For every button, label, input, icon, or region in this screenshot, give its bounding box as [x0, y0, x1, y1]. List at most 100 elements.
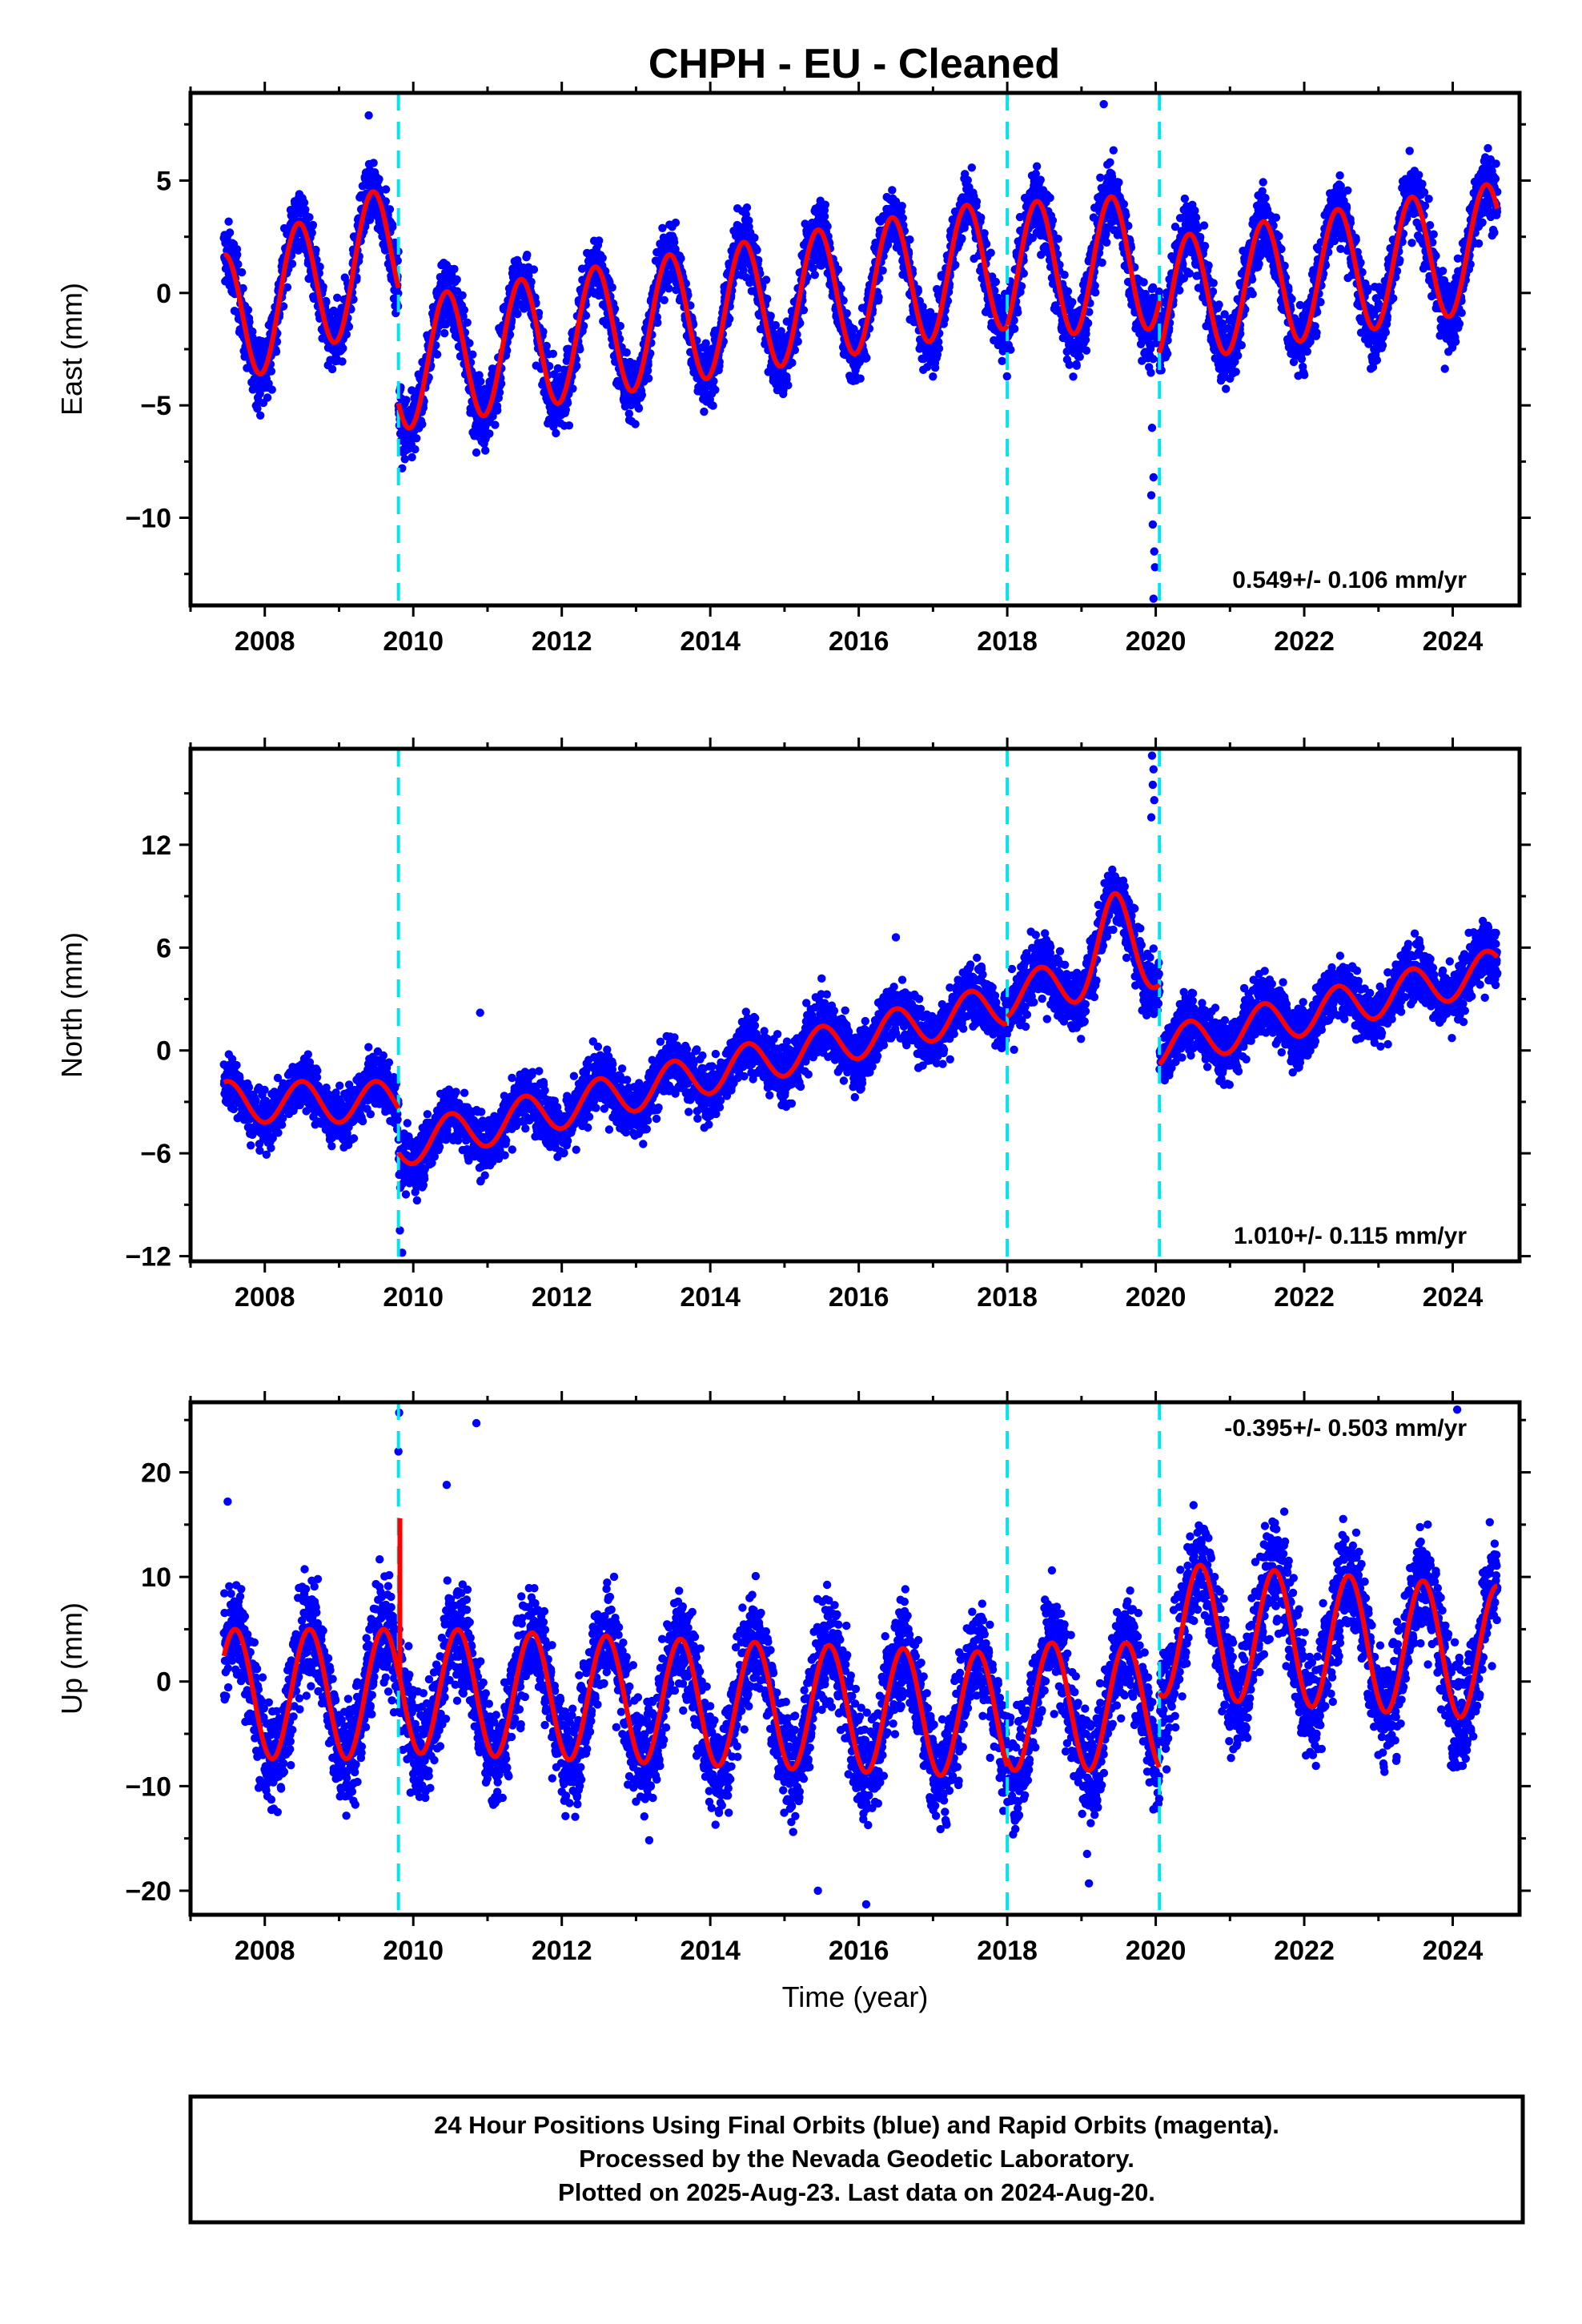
data-point [1191, 213, 1201, 222]
data-point [1090, 281, 1099, 290]
data-point [810, 271, 819, 279]
data-point [742, 203, 752, 212]
data-point [476, 377, 485, 386]
data-point [237, 267, 247, 277]
data-point [245, 318, 254, 327]
data-point [739, 266, 748, 275]
data-point [527, 277, 536, 287]
data-point [1259, 178, 1267, 187]
data-point [545, 362, 554, 371]
data-point [394, 289, 403, 298]
data-point [1185, 269, 1195, 278]
data-point [542, 341, 551, 351]
data-point [771, 320, 780, 330]
data-point [253, 404, 262, 413]
data-point [1162, 349, 1172, 358]
data-point [977, 213, 986, 222]
data-point [311, 245, 320, 255]
data-point [1091, 288, 1100, 297]
data-point [598, 254, 607, 263]
data-point [1102, 238, 1111, 247]
data-point [1122, 211, 1130, 220]
data-point [444, 278, 453, 287]
data-point [1149, 355, 1158, 364]
data-point [761, 275, 771, 284]
data-point [1146, 368, 1155, 377]
data-point [1075, 352, 1084, 361]
data-point [322, 298, 331, 307]
data-point [475, 371, 484, 380]
data-point [1218, 319, 1227, 328]
data-point [548, 349, 557, 358]
data-point [1191, 206, 1199, 215]
data-point [432, 350, 442, 359]
data-point [1258, 187, 1267, 195]
data-point [1014, 308, 1022, 317]
data-point [677, 254, 685, 263]
data-point [849, 324, 858, 334]
data-point [385, 205, 395, 214]
data-point [513, 309, 522, 319]
data-point [342, 330, 351, 339]
data-point [568, 384, 577, 393]
data-point [224, 217, 233, 226]
data-point [897, 202, 906, 211]
data-point [1098, 258, 1106, 267]
data-point [308, 220, 318, 230]
data-point [1109, 146, 1118, 155]
data-point [700, 407, 709, 416]
data-point [905, 235, 914, 244]
data-point [1010, 324, 1019, 333]
data-point [1199, 221, 1209, 230]
data-point [561, 405, 570, 414]
data-point [1019, 269, 1029, 278]
data-point [671, 218, 681, 227]
data-point [1006, 345, 1015, 354]
data-point [784, 380, 793, 390]
data-point [1060, 271, 1069, 279]
data-point [926, 308, 935, 316]
data-point [653, 318, 662, 328]
data-point [898, 214, 908, 223]
east-panel: 2008 2010 2012 2014 2016 2018 2020 2022 2024−10−… [55, 82, 1531, 657]
data-point [799, 306, 809, 315]
data-point [388, 223, 397, 231]
data-point [1054, 235, 1062, 243]
data-point [788, 358, 797, 368]
data-point [1031, 169, 1041, 179]
data-point [563, 399, 572, 408]
data-point [958, 234, 966, 243]
data-point [637, 391, 646, 400]
data-point [874, 292, 883, 302]
data-point [1208, 287, 1218, 296]
data-point [256, 411, 265, 420]
data-point [1083, 319, 1093, 328]
data-point [745, 216, 753, 225]
data-point [878, 266, 887, 275]
data-point [994, 293, 1002, 303]
data-point [283, 283, 292, 292]
data-point [1231, 357, 1239, 366]
data-point [1200, 242, 1210, 251]
data-point [1010, 316, 1018, 325]
data-point [821, 200, 830, 209]
data-point [658, 223, 667, 232]
data-point [344, 322, 354, 332]
data-point [1096, 173, 1105, 182]
data-point [305, 213, 314, 222]
data-point [990, 286, 999, 296]
data-point [839, 296, 848, 305]
data-point [837, 284, 845, 293]
data-point [1179, 274, 1189, 283]
chart-title: CHPH - EU - Cleaned [648, 41, 1060, 87]
data-point [505, 330, 515, 340]
data-point [793, 337, 802, 346]
data-point [842, 309, 851, 318]
data-point [381, 185, 391, 194]
data-point [1065, 360, 1074, 369]
data-point [1170, 223, 1180, 231]
data-point [1215, 300, 1223, 309]
data-point [967, 163, 977, 172]
data-point [763, 295, 772, 304]
data-point [711, 385, 720, 394]
